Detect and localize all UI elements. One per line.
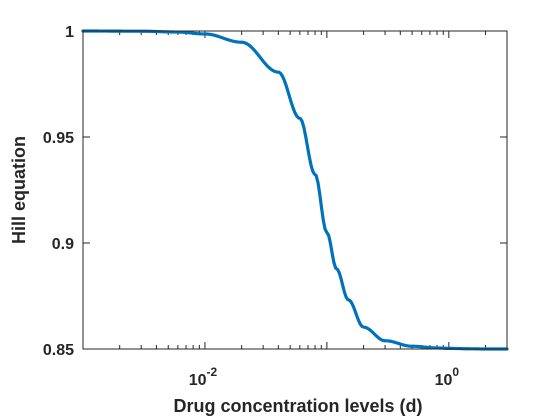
- y-axis-label: Hill equation: [9, 136, 29, 244]
- y-tick-labels: 0.85 0.9 0.95 1: [43, 24, 74, 359]
- y-tick-label: 1: [65, 24, 74, 41]
- y-tick-label: 0.95: [43, 130, 74, 147]
- hill-curve-line: [81, 29, 509, 351]
- x-tick-labels: 10-2 100: [189, 365, 460, 389]
- x-axis-label: Drug concentration levels (d): [173, 396, 422, 416]
- plot-area-frame: [82, 30, 508, 350]
- y-tick-label: 0.9: [52, 236, 74, 253]
- series-layer: [81, 29, 509, 351]
- x-tick-label: 100: [435, 365, 460, 389]
- tick-marks: [82, 30, 508, 350]
- x-tick-label: 10-2: [189, 365, 218, 389]
- y-tick-label: 0.85: [43, 342, 74, 359]
